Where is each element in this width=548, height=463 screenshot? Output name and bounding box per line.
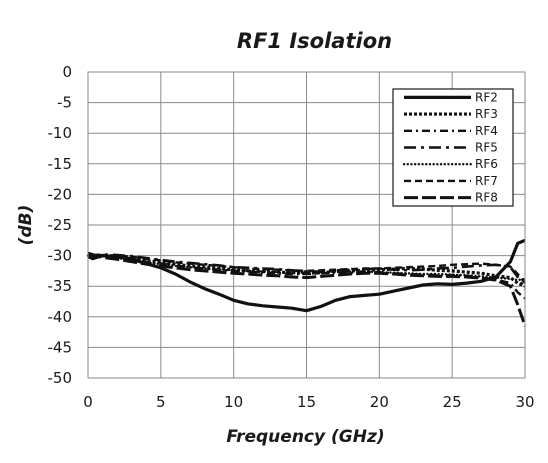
x-tick-labels: 0 5 10 15 20 25 30 xyxy=(83,393,534,411)
x-tick-label: 10 xyxy=(224,393,243,411)
y-tick-label: -5 xyxy=(57,94,72,112)
y-tick-label: -45 xyxy=(48,338,73,356)
x-tick-label: 25 xyxy=(443,393,462,411)
y-tick-label: -10 xyxy=(48,124,73,142)
x-tick-label: 30 xyxy=(515,393,534,411)
series-line-rf6 xyxy=(86,254,527,282)
y-tick-label: -50 xyxy=(48,369,73,387)
x-tick-label: 20 xyxy=(370,393,389,411)
y-tick-label: -20 xyxy=(48,185,73,203)
y-tick-label: -35 xyxy=(48,277,73,295)
x-tick-label: 0 xyxy=(83,393,93,411)
legend-label-rf4: RF4 xyxy=(475,124,498,138)
series-line-rf7 xyxy=(87,253,526,284)
legend-label-rf3: RF3 xyxy=(475,107,498,121)
y-tick-labels: 0 -5 -10 -15 -20 -25 -30 -35 -40 -45 -50 xyxy=(48,63,73,387)
y-tick-label: -25 xyxy=(48,216,73,234)
y-tick-label: 0 xyxy=(62,63,72,81)
chart-title: RF1 Isolation xyxy=(237,29,392,53)
x-tick-label: 5 xyxy=(156,393,166,411)
x-axis-label: Frequency (GHz) xyxy=(226,427,384,447)
y-tick-label: -15 xyxy=(48,155,73,173)
legend-label-rf6: RF6 xyxy=(475,157,498,171)
y-axis-label: (dB) xyxy=(16,205,36,246)
series-line-rf8 xyxy=(87,251,527,327)
plot-frame xyxy=(87,71,526,379)
legend-label-rf8: RF8 xyxy=(475,191,498,205)
y-tick-label: -30 xyxy=(48,247,73,265)
y-tick-label: -40 xyxy=(48,308,73,326)
legend-label-rf7: RF7 xyxy=(475,174,498,188)
legend-label-rf2: RF2 xyxy=(475,90,498,104)
x-tick-label: 15 xyxy=(297,393,316,411)
legend-label-rf5: RF5 xyxy=(475,141,498,155)
series-lines xyxy=(86,238,527,327)
legend: RF2 RF3 RF4 RF5 RF6 RF7 RF8 xyxy=(392,88,514,207)
series-line-rf4 xyxy=(87,254,526,300)
